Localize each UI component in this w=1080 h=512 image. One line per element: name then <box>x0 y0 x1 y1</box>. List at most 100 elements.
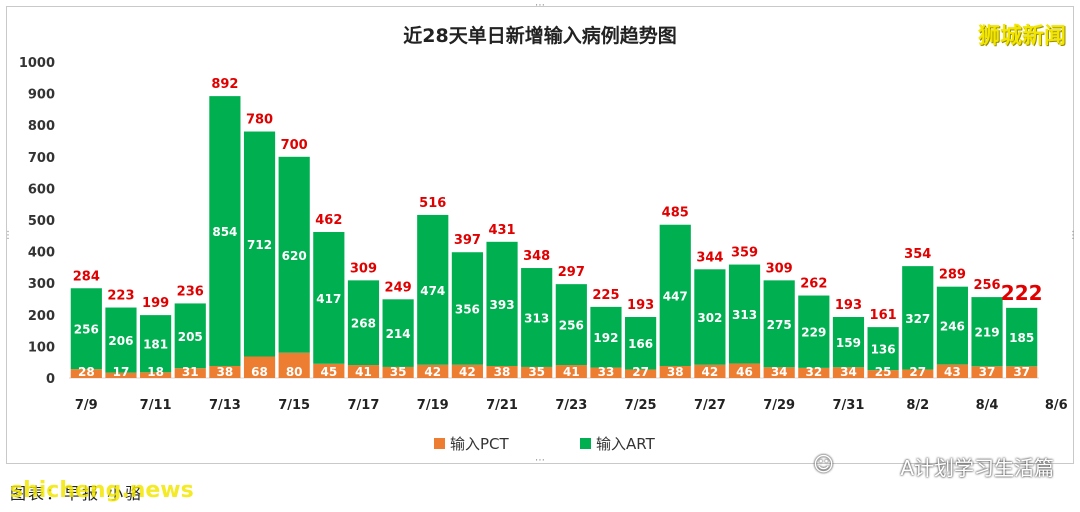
data-label-art: 712 <box>247 238 272 252</box>
data-label-pct: 37 <box>979 365 996 379</box>
resize-handle-top[interactable]: ⋯ <box>535 0 545 11</box>
bar-art <box>174 303 206 369</box>
data-label-total: 516 <box>419 196 446 211</box>
data-label-total: 223 <box>107 289 134 304</box>
data-label-art: 393 <box>490 298 515 312</box>
bar-art <box>763 280 795 368</box>
data-label-total: 199 <box>142 296 169 311</box>
legend-label: 输入ART <box>596 435 656 453</box>
y-tick-label: 700 <box>28 151 55 166</box>
y-tick-label: 800 <box>28 119 55 134</box>
bar-art <box>70 288 102 370</box>
legend-label: 输入PCT <box>450 435 510 453</box>
data-label-total: 485 <box>662 206 689 221</box>
data-label-art: 313 <box>732 308 757 322</box>
data-label-pct: 28 <box>78 365 95 379</box>
data-label-total: 193 <box>835 298 862 313</box>
x-tick-label: 7/17 <box>348 398 380 413</box>
bar-pct <box>278 352 310 378</box>
data-label-total: 892 <box>211 77 238 92</box>
chart-frame: ⋯ ⋯ ⋮ ⋮ 近28天单日新增输入病例趋势图 0 100 200 300 400 500 6… <box>3 1 1078 466</box>
data-label-pct: 33 <box>598 365 615 379</box>
data-label-pct: 18 <box>147 365 164 379</box>
data-label-art: 159 <box>836 336 861 350</box>
account-watermark: A计划学习生活篇 <box>900 456 1054 480</box>
data-label-total: 462 <box>315 213 342 228</box>
bar-art <box>243 131 276 357</box>
bar-art <box>694 269 726 365</box>
x-tick-label: 7/13 <box>209 398 241 413</box>
data-label-pct: 25 <box>875 365 892 379</box>
resize-handle-left[interactable]: ⋮ <box>3 230 13 241</box>
bar-pct <box>382 366 414 378</box>
data-label-pct: 32 <box>805 365 822 379</box>
data-label-total: 397 <box>454 233 481 248</box>
data-label-art: 256 <box>559 319 584 333</box>
bar-art <box>382 299 414 367</box>
data-label-total: 780 <box>246 113 273 128</box>
bar-art <box>936 286 968 365</box>
data-label-art: 474 <box>420 284 445 298</box>
bar-pct <box>140 372 172 378</box>
data-label-art: 219 <box>975 326 1000 340</box>
data-label-pct: 41 <box>563 365 580 379</box>
bar-art <box>659 224 691 366</box>
bar-art <box>209 96 241 366</box>
data-label-pct: 38 <box>217 365 234 379</box>
data-label-art: 205 <box>178 330 203 344</box>
data-label-total: 236 <box>177 284 204 299</box>
bar-pct <box>971 366 1003 378</box>
data-label-pct: 34 <box>840 365 857 379</box>
x-tick-label: 7/15 <box>278 398 310 413</box>
x-tick-label: 7/31 <box>833 398 865 413</box>
x-tick-label: 7/27 <box>694 398 726 413</box>
bar-pct <box>590 367 622 378</box>
bar-art <box>625 317 657 370</box>
resize-handle-bottom[interactable]: ⋯ <box>535 455 545 466</box>
data-label-art: 447 <box>663 289 688 303</box>
y-tick-label: 100 <box>28 340 55 355</box>
bar-pct <box>555 365 587 378</box>
bar-pct <box>625 369 657 378</box>
data-label-art: 313 <box>524 311 549 325</box>
x-tick-label: 8/4 <box>976 398 999 413</box>
bar-pct <box>243 356 276 378</box>
data-label-pct: 31 <box>182 365 199 379</box>
data-label-art: 136 <box>871 343 896 357</box>
data-label-total: 262 <box>800 277 827 292</box>
data-label-pct: 43 <box>944 365 961 379</box>
bar-pct <box>867 370 899 378</box>
bar-art <box>105 307 137 373</box>
bar-art <box>867 327 899 371</box>
bar-pct <box>832 367 865 378</box>
data-label-pct: 17 <box>113 365 130 379</box>
bar-art <box>417 214 449 365</box>
x-tick-label: 7/25 <box>625 398 657 413</box>
data-label-pct: 37 <box>1013 365 1030 379</box>
bar-pct <box>1006 366 1038 378</box>
data-label-pct: 38 <box>494 365 511 379</box>
data-label-art: 256 <box>74 323 99 337</box>
data-label-pct: 42 <box>459 365 476 379</box>
bar-pct <box>763 367 795 378</box>
data-label-art: 185 <box>1009 331 1034 345</box>
data-label-total: 289 <box>939 268 966 283</box>
chart-caption: 图表：早报 小骆 <box>10 484 144 503</box>
y-tick-label: 1000 <box>19 56 55 71</box>
data-label-pct: 68 <box>251 365 268 379</box>
data-label-art: 417 <box>316 292 341 306</box>
bar-pct <box>105 372 137 378</box>
bar-art <box>451 252 483 365</box>
bar-pct <box>659 365 691 378</box>
data-label-total: 348 <box>523 249 550 264</box>
data-label-pct: 41 <box>355 365 372 379</box>
x-tick-label: 7/23 <box>555 398 587 413</box>
bar-art <box>728 264 761 364</box>
resize-handle-right[interactable]: ⋮ <box>1068 230 1078 241</box>
bar-art <box>347 280 380 366</box>
data-label-art: 268 <box>351 317 376 331</box>
bar-pct <box>451 364 483 378</box>
data-label-pct: 46 <box>736 365 753 379</box>
data-label-total: 309 <box>350 261 377 276</box>
bar-pct <box>728 363 761 378</box>
